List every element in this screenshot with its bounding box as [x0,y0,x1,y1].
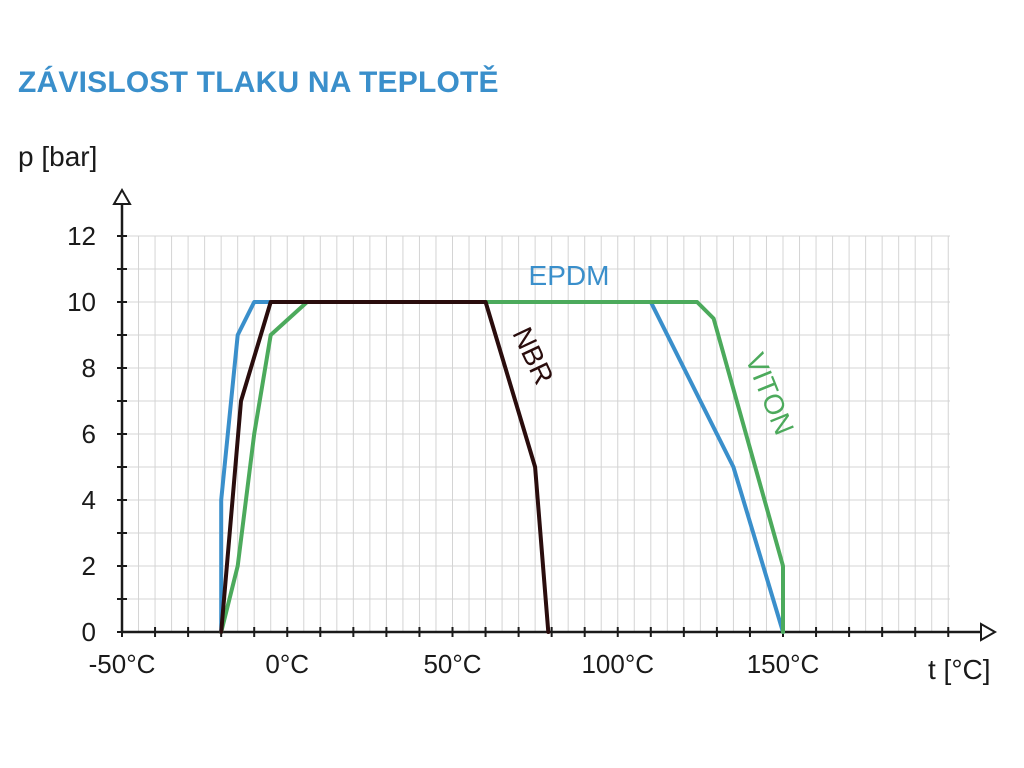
y-tick-label: 4 [82,485,96,515]
y-tick-label: 10 [67,287,96,317]
y-tick-label: 6 [82,419,96,449]
ticks: -50°C 0°C 50°C 100°C 150°C 0 2 4 6 8 10 12 [67,221,950,679]
grid-lines [121,235,950,633]
series-label-epdm: EPDM [529,260,610,291]
y-tick-label: 12 [67,221,96,251]
data-series [219,300,785,634]
x-axis-title: t [°C] [928,654,991,685]
x-tick-label: 0°C [265,649,309,679]
series-line-epdm [219,300,785,634]
series-line-nbr [219,300,551,634]
y-axis-arrow [112,187,132,205]
axes [112,187,998,642]
y-tick-label: 2 [82,551,96,581]
x-tick-label: 50°C [423,649,481,679]
y-axis-title: p [bar] [18,141,97,172]
series-label-viton: VITON [739,349,800,439]
chart-title: ZÁVISLOST TLAKU NA TEPLOTĚ [18,66,499,99]
x-tick-label: -50°C [89,649,156,679]
x-tick-label: 100°C [581,649,654,679]
y-tick-label: 0 [82,617,96,647]
x-tick-label: 150°C [747,649,820,679]
y-tick-label: 8 [82,353,96,383]
x-axis-arrow [980,622,998,642]
